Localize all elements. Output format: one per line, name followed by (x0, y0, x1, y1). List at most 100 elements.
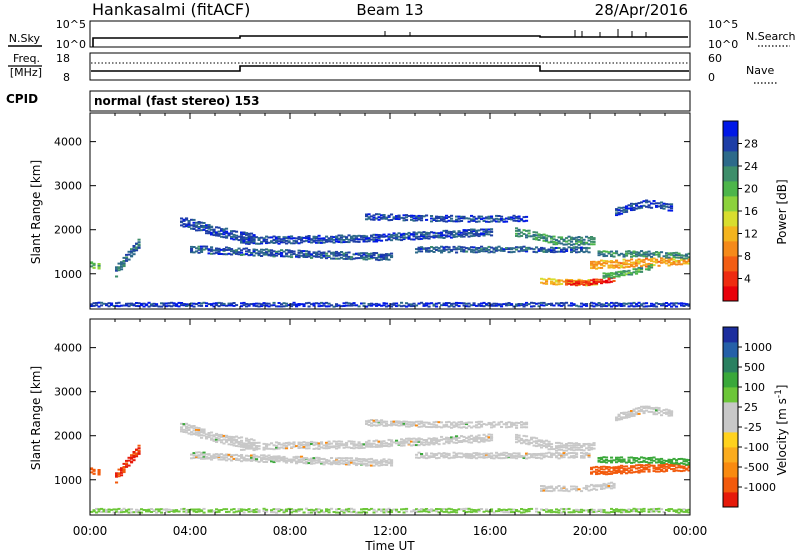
data-cell (487, 436, 491, 439)
data-cell (400, 421, 404, 424)
data-cell (577, 283, 581, 286)
data-cell (180, 302, 184, 304)
data-cell (445, 248, 449, 251)
data-cell (525, 246, 529, 249)
colorbar-swatch (723, 226, 738, 242)
data-cell (320, 254, 324, 257)
data-cell (607, 511, 611, 514)
data-cell (657, 470, 661, 473)
data-cell (567, 511, 571, 514)
data-cell (177, 301, 181, 304)
data-cell (665, 254, 669, 257)
data-cell (202, 451, 206, 454)
data-cell (250, 446, 254, 449)
data-cell (600, 263, 604, 266)
data-cell (400, 305, 404, 308)
data-cell (605, 484, 609, 487)
data-cell (415, 248, 419, 251)
data-cell (475, 457, 479, 460)
data-cell (205, 456, 209, 459)
data-cell (247, 234, 251, 237)
data-cell (677, 259, 681, 262)
data-cell (220, 441, 224, 444)
data-cell (297, 445, 301, 448)
data-cell (300, 236, 304, 239)
data-cell (315, 254, 319, 256)
data-cell (182, 423, 186, 426)
data-cell (487, 454, 491, 457)
data-cell (580, 508, 584, 511)
data-cell (530, 235, 534, 238)
data-cell (182, 510, 186, 513)
data-cell (202, 222, 206, 224)
data-cell (387, 461, 391, 464)
data-cell (262, 302, 266, 305)
data-cell (642, 261, 646, 264)
data-cell (337, 511, 341, 514)
data-cell (460, 234, 464, 237)
data-cell (380, 445, 384, 448)
data-cell (605, 262, 609, 265)
data-cell (215, 247, 219, 250)
data-cell (620, 466, 624, 469)
data-cell (215, 508, 219, 511)
data-cell (275, 508, 279, 511)
data-cell (367, 303, 371, 305)
data-cell (355, 459, 359, 462)
data-cell (222, 302, 226, 305)
data-cell (135, 508, 139, 511)
data-cell (480, 228, 484, 231)
data-cell (487, 215, 491, 218)
data-cell (372, 216, 376, 219)
data-cell (647, 465, 651, 468)
data-cell (305, 250, 309, 253)
data-cell (112, 305, 116, 307)
data-cell (575, 510, 579, 513)
data-cell (472, 251, 476, 254)
data-cell (640, 268, 644, 271)
data-cell (247, 250, 251, 253)
data-cell (645, 305, 649, 308)
data-cell (325, 460, 329, 463)
data-cell (517, 232, 521, 235)
data-cell (147, 305, 151, 308)
data-cell (225, 456, 229, 459)
data-cell (387, 215, 391, 218)
data-cell (467, 302, 471, 305)
data-cell (237, 235, 241, 238)
data-cell (150, 304, 154, 307)
data-cell (552, 489, 556, 492)
data-cell (635, 207, 639, 210)
data-cell (647, 253, 651, 256)
data-cell (655, 468, 659, 471)
data-cell (377, 424, 381, 427)
data-cell (622, 510, 626, 513)
data-cell (685, 468, 689, 471)
data-cell (277, 305, 281, 308)
data-cell (557, 489, 561, 492)
data-cell (107, 508, 111, 511)
data-cell (550, 249, 554, 252)
data-cell (460, 217, 464, 220)
data-cell (387, 253, 391, 256)
data-cell (657, 411, 661, 414)
data-cell (472, 436, 476, 439)
data-cell (542, 282, 546, 285)
data-cell (320, 510, 324, 513)
data-cell (417, 451, 421, 454)
data-cell (197, 430, 201, 433)
data-cell (647, 305, 651, 308)
data-cell (222, 236, 226, 239)
data-cell (435, 215, 439, 218)
data-cell (90, 265, 94, 268)
colorbar-swatch (723, 447, 738, 463)
ytick-label: 4000 (54, 342, 82, 355)
data-cell (295, 241, 299, 244)
data-cell (652, 200, 656, 202)
data-cell (382, 217, 386, 220)
data-cell (355, 235, 359, 238)
data-cell (252, 455, 256, 458)
data-cell (407, 425, 411, 428)
data-cell (302, 459, 306, 462)
data-cell (427, 249, 431, 252)
